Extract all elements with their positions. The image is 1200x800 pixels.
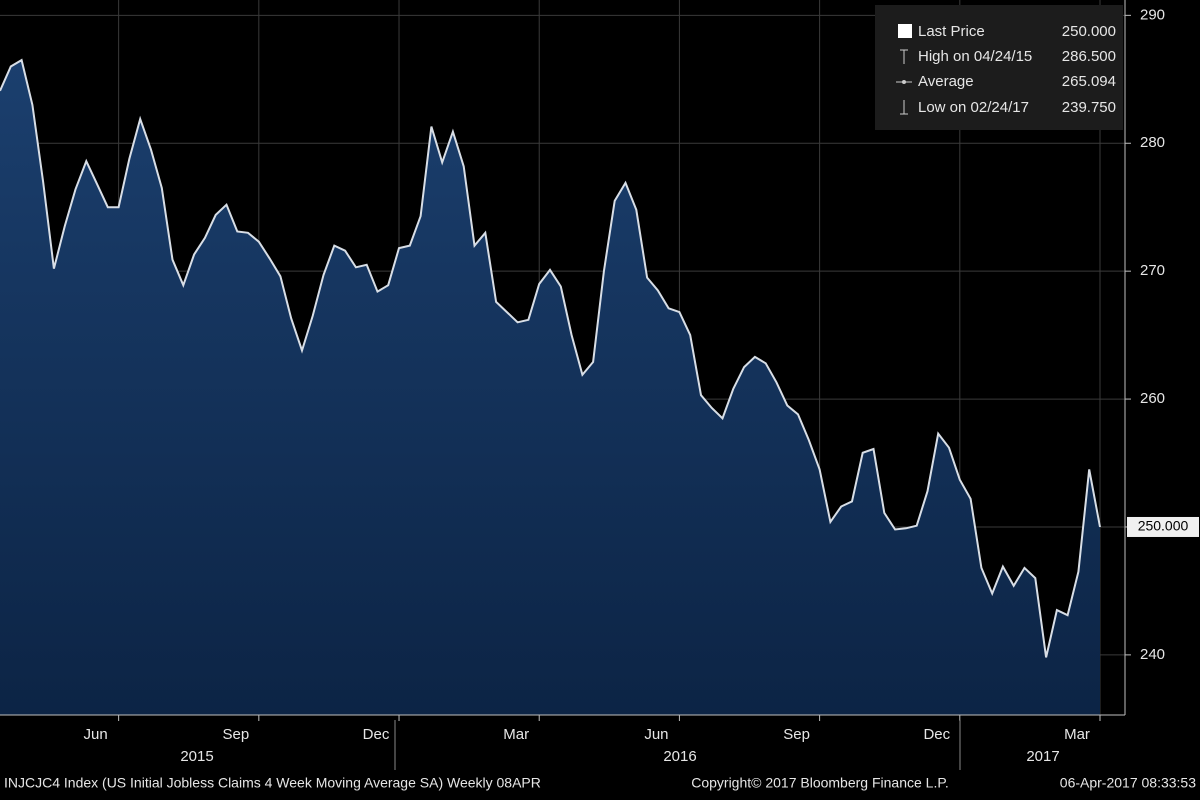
footer-left: INJCJC4 Index (US Initial Jobless Claims…	[4, 775, 541, 791]
axes: 240250260270280290JunSepDecMarJunSepDecM…	[84, 6, 1199, 743]
footer-right: 06-Apr-2017 08:33:53	[1060, 775, 1196, 791]
legend-box	[875, 5, 1123, 130]
footer: INJCJC4 Index (US Initial Jobless Claims…	[4, 775, 1196, 791]
y-tick-label: 280	[1140, 134, 1165, 151]
legend: Last Price 250.000 High on 04/24/15 286.…	[875, 5, 1123, 130]
x-tick-label: Sep	[783, 726, 810, 743]
series	[0, 58, 1101, 716]
last-value-tag	[1127, 516, 1199, 537]
y-tick-label: 290	[1140, 6, 1165, 23]
x-tick-label: Mar	[503, 726, 529, 743]
year-label: 2017	[1026, 748, 1059, 765]
y-tick-label: 240	[1140, 646, 1165, 663]
legend-icon	[902, 80, 906, 84]
area	[0, 60, 1100, 716]
y-tick-label: 270	[1140, 262, 1165, 279]
legend-name: Average	[918, 73, 974, 90]
legend-name: Last Price	[918, 23, 985, 40]
line	[0, 58, 1101, 658]
legend-value: 265.094	[1062, 73, 1116, 90]
x-tick-label: Sep	[222, 726, 249, 743]
legend-value: 250.000	[1062, 23, 1116, 40]
x-tick-label: Dec	[923, 726, 950, 743]
legend-swatch	[898, 24, 912, 38]
x-tick-label: Mar	[1064, 726, 1090, 743]
y-tick-label: 260	[1140, 390, 1165, 407]
footer-center: Copyright© 2017 Bloomberg Finance L.P.	[691, 775, 949, 791]
legend-name: High on 04/24/15	[918, 48, 1032, 65]
legend-name: Low on 02/24/17	[918, 99, 1029, 116]
x-tick-label: Dec	[363, 726, 390, 743]
legend-value: 239.750	[1062, 99, 1116, 116]
x-tick-label: Jun	[644, 726, 668, 743]
year-label: 2015	[180, 748, 213, 765]
legend-value: 286.500	[1062, 48, 1116, 65]
year-label: 2016	[663, 748, 696, 765]
last-value-label: 250.000	[1138, 518, 1189, 534]
x-tick-label: Jun	[84, 726, 108, 743]
